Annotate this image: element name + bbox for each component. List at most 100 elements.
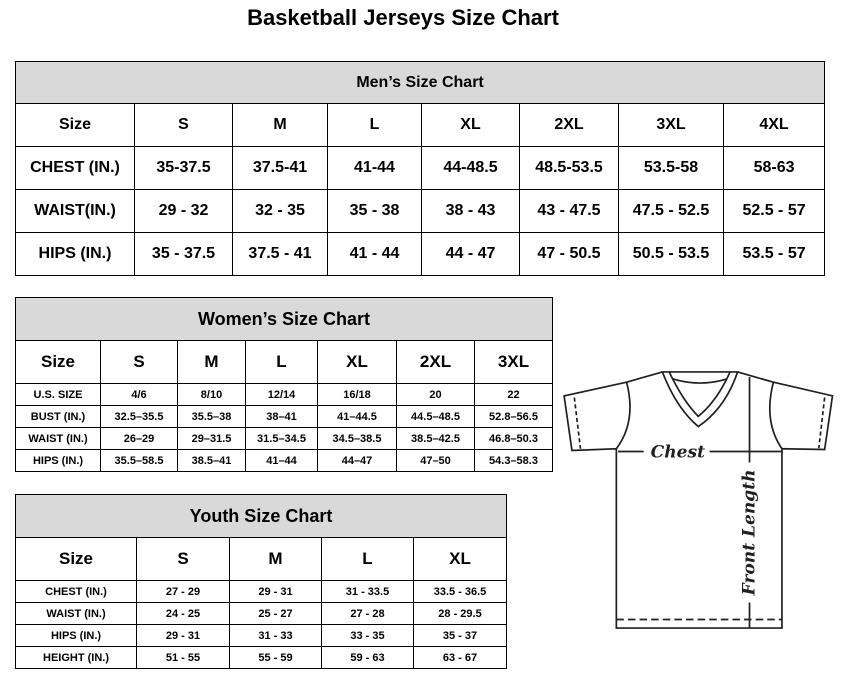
size-cell: 38.5–42.5 xyxy=(396,427,475,450)
table-row: U.S. SIZE 4/6 8/10 12/14 16/18 20 22 xyxy=(15,383,554,406)
size-cell: 34.5–38.5 xyxy=(317,427,397,450)
size-cell: 24 - 25 xyxy=(136,602,230,625)
size-cell: 20 xyxy=(396,383,475,406)
size-cell: XL xyxy=(421,103,520,147)
row-label: Size xyxy=(15,340,101,384)
size-cell: 29 - 32 xyxy=(134,189,233,233)
womens-size-table: Women’s Size Chart Size S M L XL 2XL 3XL U.S. S… xyxy=(14,297,554,472)
size-cell: L xyxy=(321,537,414,581)
size-cell: 29 - 31 xyxy=(229,580,322,603)
table-row: HIPS (IN.) 29 - 31 31 - 33 33 - 35 35 - 37 xyxy=(15,624,508,647)
size-cell: 4/6 xyxy=(100,383,178,406)
size-cell: 63 - 67 xyxy=(412,646,508,669)
table-row: WAIST (IN.) 26–29 29–31.5 31.5–34.5 34.5–38.… xyxy=(15,427,554,450)
size-cell: 38.5–41 xyxy=(177,449,246,472)
size-cell: 26–29 xyxy=(100,427,178,450)
size-cell: 59 - 63 xyxy=(321,646,414,669)
size-cell: 53.5-58 xyxy=(618,146,724,190)
size-cell: 51 - 55 xyxy=(136,646,230,669)
size-cell: 8/10 xyxy=(177,383,246,406)
row-label: WAIST (IN.) xyxy=(15,427,101,450)
size-cell: 47 - 50.5 xyxy=(519,232,619,276)
size-cell: 31 - 33 xyxy=(229,624,322,647)
size-cell: 44.5–48.5 xyxy=(396,405,475,428)
table-row: CHEST (IN.) 27 - 29 29 - 31 31 - 33.5 33.5 -… xyxy=(15,580,508,603)
size-cell: 58-63 xyxy=(722,146,826,190)
size-cell: 47.5 - 52.5 xyxy=(618,189,724,233)
size-cell: 3XL xyxy=(473,340,554,384)
size-cell: S xyxy=(136,537,230,581)
size-cell: 29–31.5 xyxy=(177,427,246,450)
table-row: WAIST (IN.) 24 - 25 25 - 27 27 - 28 28 - 29.… xyxy=(15,602,508,625)
size-cell: 46.8–50.3 xyxy=(473,427,554,450)
size-cell: 55 - 59 xyxy=(229,646,322,669)
size-cell: M xyxy=(232,103,328,147)
table-row: HEIGHT (IN.) 51 - 55 55 - 59 59 - 63 63 - 67 xyxy=(15,646,508,669)
size-cell: 16/18 xyxy=(317,383,397,406)
shirt-outline-icon xyxy=(563,371,834,629)
front-length-label: Front Length xyxy=(740,469,760,596)
mens-size-table: Men’s Size Chart Size S M L XL 2XL 3XL 4XL CHEST… xyxy=(14,61,826,276)
size-cell: 2XL xyxy=(519,103,619,147)
row-label: HEIGHT (IN.) xyxy=(15,646,137,669)
size-cell: 3XL xyxy=(618,103,724,147)
size-cell: 41–44.5 xyxy=(317,405,397,428)
size-cell: L xyxy=(245,340,318,384)
row-label: Size xyxy=(15,537,137,581)
row-label: HIPS (IN.) xyxy=(15,624,137,647)
size-cell: 44 - 47 xyxy=(421,232,520,276)
table-row: HIPS (IN.) 35.5–58.5 38.5–41 41–44 44–47 47–5… xyxy=(15,449,554,472)
row-label: HIPS (IN.) xyxy=(15,232,135,276)
size-cell: 41-44 xyxy=(327,146,422,190)
size-cell: 12/14 xyxy=(245,383,318,406)
size-cell: 38 - 43 xyxy=(421,189,520,233)
size-cell: 48.5-53.5 xyxy=(519,146,619,190)
size-cell: M xyxy=(229,537,322,581)
size-cell: 35 - 37.5 xyxy=(134,232,233,276)
size-cell: 33.5 - 36.5 xyxy=(412,580,508,603)
size-header-row: Size S M L XL xyxy=(15,537,508,581)
size-cell: 31.5–34.5 xyxy=(245,427,318,450)
size-cell: 22 xyxy=(473,383,554,406)
size-cell: 37.5 - 41 xyxy=(232,232,328,276)
size-cell: 35-37.5 xyxy=(134,146,233,190)
table-row: CHEST (IN.) 35-37.5 37.5-41 41-44 44-48.5 48.… xyxy=(15,146,826,190)
size-cell: 38–41 xyxy=(245,405,318,428)
table-row: WAIST(IN.) 29 - 32 32 - 35 35 - 38 38 - 43 43… xyxy=(15,189,826,233)
page-title: Basketball Jerseys Size Chart xyxy=(247,5,559,30)
womens-table-title: Women’s Size Chart xyxy=(14,297,554,341)
size-cell: 27 - 29 xyxy=(136,580,230,603)
row-label: Size xyxy=(15,103,135,147)
jersey-diagram: Chest Front Length xyxy=(563,371,834,629)
size-cell: 31 - 33.5 xyxy=(321,580,414,603)
size-cell: 32 - 35 xyxy=(232,189,328,233)
size-cell: 25 - 27 xyxy=(229,602,322,625)
size-cell: XL xyxy=(412,537,508,581)
size-cell: 50.5 - 53.5 xyxy=(618,232,724,276)
size-cell: 44-48.5 xyxy=(421,146,520,190)
size-cell: 27 - 28 xyxy=(321,602,414,625)
size-cell: S xyxy=(134,103,233,147)
size-header-row: Size S M L XL 2XL 3XL 4XL xyxy=(15,103,826,147)
table-row: HIPS (IN.) 35 - 37.5 37.5 - 41 41 - 44 44 - … xyxy=(15,232,826,276)
row-label: WAIST (IN.) xyxy=(15,602,137,625)
size-cell: 32.5–35.5 xyxy=(100,405,178,428)
row-label: WAIST(IN.) xyxy=(15,189,135,233)
youth-table-title: Youth Size Chart xyxy=(14,494,508,538)
size-cell: 54.3–58.3 xyxy=(473,449,554,472)
row-label: CHEST (IN.) xyxy=(15,146,135,190)
size-header-row: Size S M L XL 2XL 3XL xyxy=(15,340,554,384)
size-cell: 35 - 37 xyxy=(412,624,508,647)
size-cell: 53.5 - 57 xyxy=(722,232,826,276)
size-cell: 4XL xyxy=(722,103,826,147)
size-cell: 52.5 - 57 xyxy=(722,189,826,233)
size-cell: 52.8–56.5 xyxy=(473,405,554,428)
size-cell: 33 - 35 xyxy=(321,624,414,647)
size-cell: 37.5-41 xyxy=(232,146,328,190)
row-label: CHEST (IN.) xyxy=(15,580,137,603)
size-cell: XL xyxy=(317,340,397,384)
size-cell: 35.5–58.5 xyxy=(100,449,178,472)
row-label: BUST (IN.) xyxy=(15,405,101,428)
row-label: U.S. SIZE xyxy=(15,383,101,406)
size-cell: 44–47 xyxy=(317,449,397,472)
